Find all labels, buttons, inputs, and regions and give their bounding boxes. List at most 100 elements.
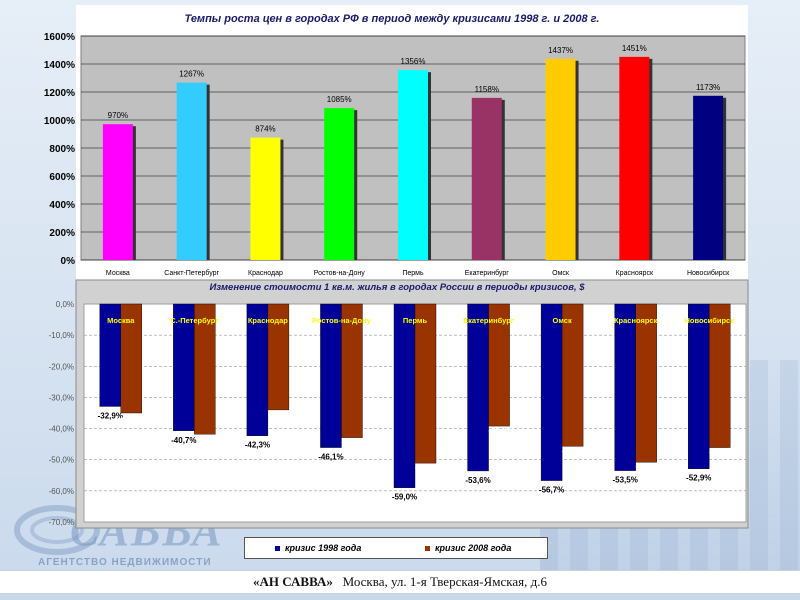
chart1-category-label: Москва	[106, 270, 130, 277]
chart2-label-1998: -32,9%	[98, 411, 123, 420]
chart2-label-2008: -41,8%	[194, 434, 219, 443]
chart2-bar-2008	[414, 303, 437, 464]
chart2-label-1998: -53,5%	[612, 476, 637, 485]
legend-label-2008: кризис 2008 года	[435, 543, 512, 553]
chart2-ytick: -30,0%	[49, 393, 74, 402]
chart2-bar-2008	[120, 303, 142, 414]
chart2-label-2008: -46,1%	[709, 448, 734, 457]
chart1-ytick: 1000%	[44, 116, 75, 127]
chart2-ytick: -70,0%	[49, 518, 74, 527]
chart1-bar	[398, 70, 428, 260]
chart1-data-label: 970%	[108, 111, 128, 120]
chart1-data-label: 1267%	[179, 70, 204, 79]
chart2-label-2008: -35,0%	[121, 413, 146, 422]
chart2-bar-2008	[341, 303, 363, 438]
chart2-bar-2008	[561, 303, 584, 447]
chart2-category-label: Краснодар	[248, 316, 288, 325]
chart2-bar-1998	[467, 303, 489, 472]
chart2-label-1998: -56,7%	[539, 486, 564, 495]
chart1-category-label: Новосибирск	[687, 269, 730, 277]
legend-swatch-2008	[425, 546, 430, 552]
chart2-bar-1998	[320, 303, 342, 448]
crisis-change-chart: Изменение стоимости 1 кв.м. жилья в горо…	[49, 279, 749, 529]
footer-brand: «АН САВВА»	[253, 574, 333, 589]
chart2-label-2008: -45,7%	[562, 446, 587, 455]
chart1-data-label: 1158%	[475, 85, 499, 94]
chart1-data-label: 1085%	[327, 95, 352, 104]
chart2-label-1998: -53,6%	[465, 476, 490, 485]
chart1-data-label: 1437%	[548, 46, 573, 55]
chart2-ytick: -20,0%	[49, 362, 74, 371]
chart2-bar-2008	[488, 303, 510, 427]
chart1-ytick: 200%	[49, 228, 75, 239]
chart2-category-label: Омск	[553, 316, 572, 325]
chart1-data-label: 874%	[255, 125, 275, 134]
chart1-ytick: 1600%	[44, 32, 75, 43]
chart2-label-1998: -42,3%	[245, 441, 270, 450]
chart1-category-label: Ростов-на-Дону	[314, 270, 365, 277]
chart1-category-label: Краснодар	[248, 270, 283, 277]
chart2-bar-2008	[267, 303, 290, 411]
chart1-ytick: 600%	[49, 172, 75, 183]
chart1-data-label: 1173%	[696, 83, 720, 92]
chart1-title: Темпы роста цен в городах РФ в период ме…	[185, 13, 600, 25]
chart1-ytick: 800%	[49, 144, 75, 155]
chart2-label-2008: -34,0%	[268, 410, 293, 419]
chart1-category-label: Пермь	[402, 270, 424, 277]
chart2-bar-1998	[688, 303, 710, 469]
chart1-category-label: Екатеринбург	[465, 269, 509, 277]
chart1-bar	[250, 137, 281, 260]
chart1-ytick: 400%	[49, 200, 75, 211]
chart1-bar	[324, 108, 355, 260]
chart2-bar-2008	[709, 303, 731, 448]
chart2-label-2008: -39,2%	[488, 426, 513, 435]
chart1-bar	[619, 56, 650, 260]
chart1-bar	[471, 97, 502, 260]
chart2-category-label: Пермь	[403, 316, 428, 325]
chart2-label-1998: -46,1%	[318, 453, 343, 462]
chart1-category-label: Санкт-Петербург	[164, 269, 219, 277]
legend-label-1998: кризис 1998 года	[285, 543, 362, 553]
chart2-category-label: С.-Петербург	[170, 316, 218, 325]
chart1-data-label: 1356%	[401, 57, 426, 66]
footer-address: Москва, ул. 1-я Тверская-Ямская, д.6	[342, 574, 547, 589]
legend-swatch-1998	[275, 546, 280, 552]
chart1-ytick: 1400%	[44, 60, 75, 71]
chart2-ytick: -50,0%	[49, 456, 74, 465]
chart2-label-2008: -42,9%	[341, 438, 366, 447]
chart1-bar	[545, 58, 576, 260]
chart2-title: Изменение стоимости 1 кв.м. жилья в горо…	[209, 282, 585, 293]
chart2-label-1998: -40,7%	[171, 436, 196, 445]
chart1-category-label: Омск	[552, 270, 570, 277]
chart1-bar	[176, 82, 207, 261]
chart1-category-label: Красноярск	[616, 270, 654, 277]
chart2-bar-1998	[393, 303, 416, 488]
chart2-bar-2008	[194, 303, 216, 435]
footer: «АН САВВА» Москва, ул. 1-я Тверская-Ямск…	[0, 570, 800, 594]
legend-item-2008: кризис 2008 года	[425, 543, 511, 553]
chart2-category-label: Ростов-на-Дону	[312, 316, 371, 325]
chart2-category-label: Екатеринбург	[463, 316, 514, 325]
chart2-ytick: -10,0%	[49, 331, 74, 340]
chart2-label-2008: -50,8%	[635, 462, 660, 471]
chart1-bar	[693, 95, 724, 260]
chart2-label-1998: -52,9%	[686, 474, 711, 483]
price-growth-chart: Темпы роста цен в городах РФ в период ме…	[44, 5, 748, 280]
chart2-category-label: Красноярск	[614, 316, 658, 325]
chart2-bar-1998	[614, 303, 636, 471]
chart1-data-label: 1451%	[622, 44, 647, 53]
logo-subtitle: АГЕНТСТВО НЕДВИЖИМОСТИ	[38, 557, 212, 568]
chart1-ytick: 0%	[61, 256, 76, 267]
chart2-label-2008: -51,1%	[415, 463, 440, 472]
chart2-bar-2008	[635, 303, 657, 463]
chart1-bar	[102, 124, 133, 260]
chart2-category-label: Москва	[107, 316, 135, 325]
chart-legend: кризис 1998 года кризис 2008 года	[244, 537, 548, 559]
chart2-bar-1998	[540, 303, 563, 481]
logo-emblem	[14, 505, 100, 555]
chart2-label-1998: -59,0%	[392, 493, 417, 502]
chart2-ytick: -60,0%	[49, 487, 74, 496]
chart2-category-label: Новосибирск	[684, 316, 734, 325]
chart2-ytick: -40,0%	[49, 425, 74, 434]
chart1-ytick: 1200%	[44, 88, 75, 99]
